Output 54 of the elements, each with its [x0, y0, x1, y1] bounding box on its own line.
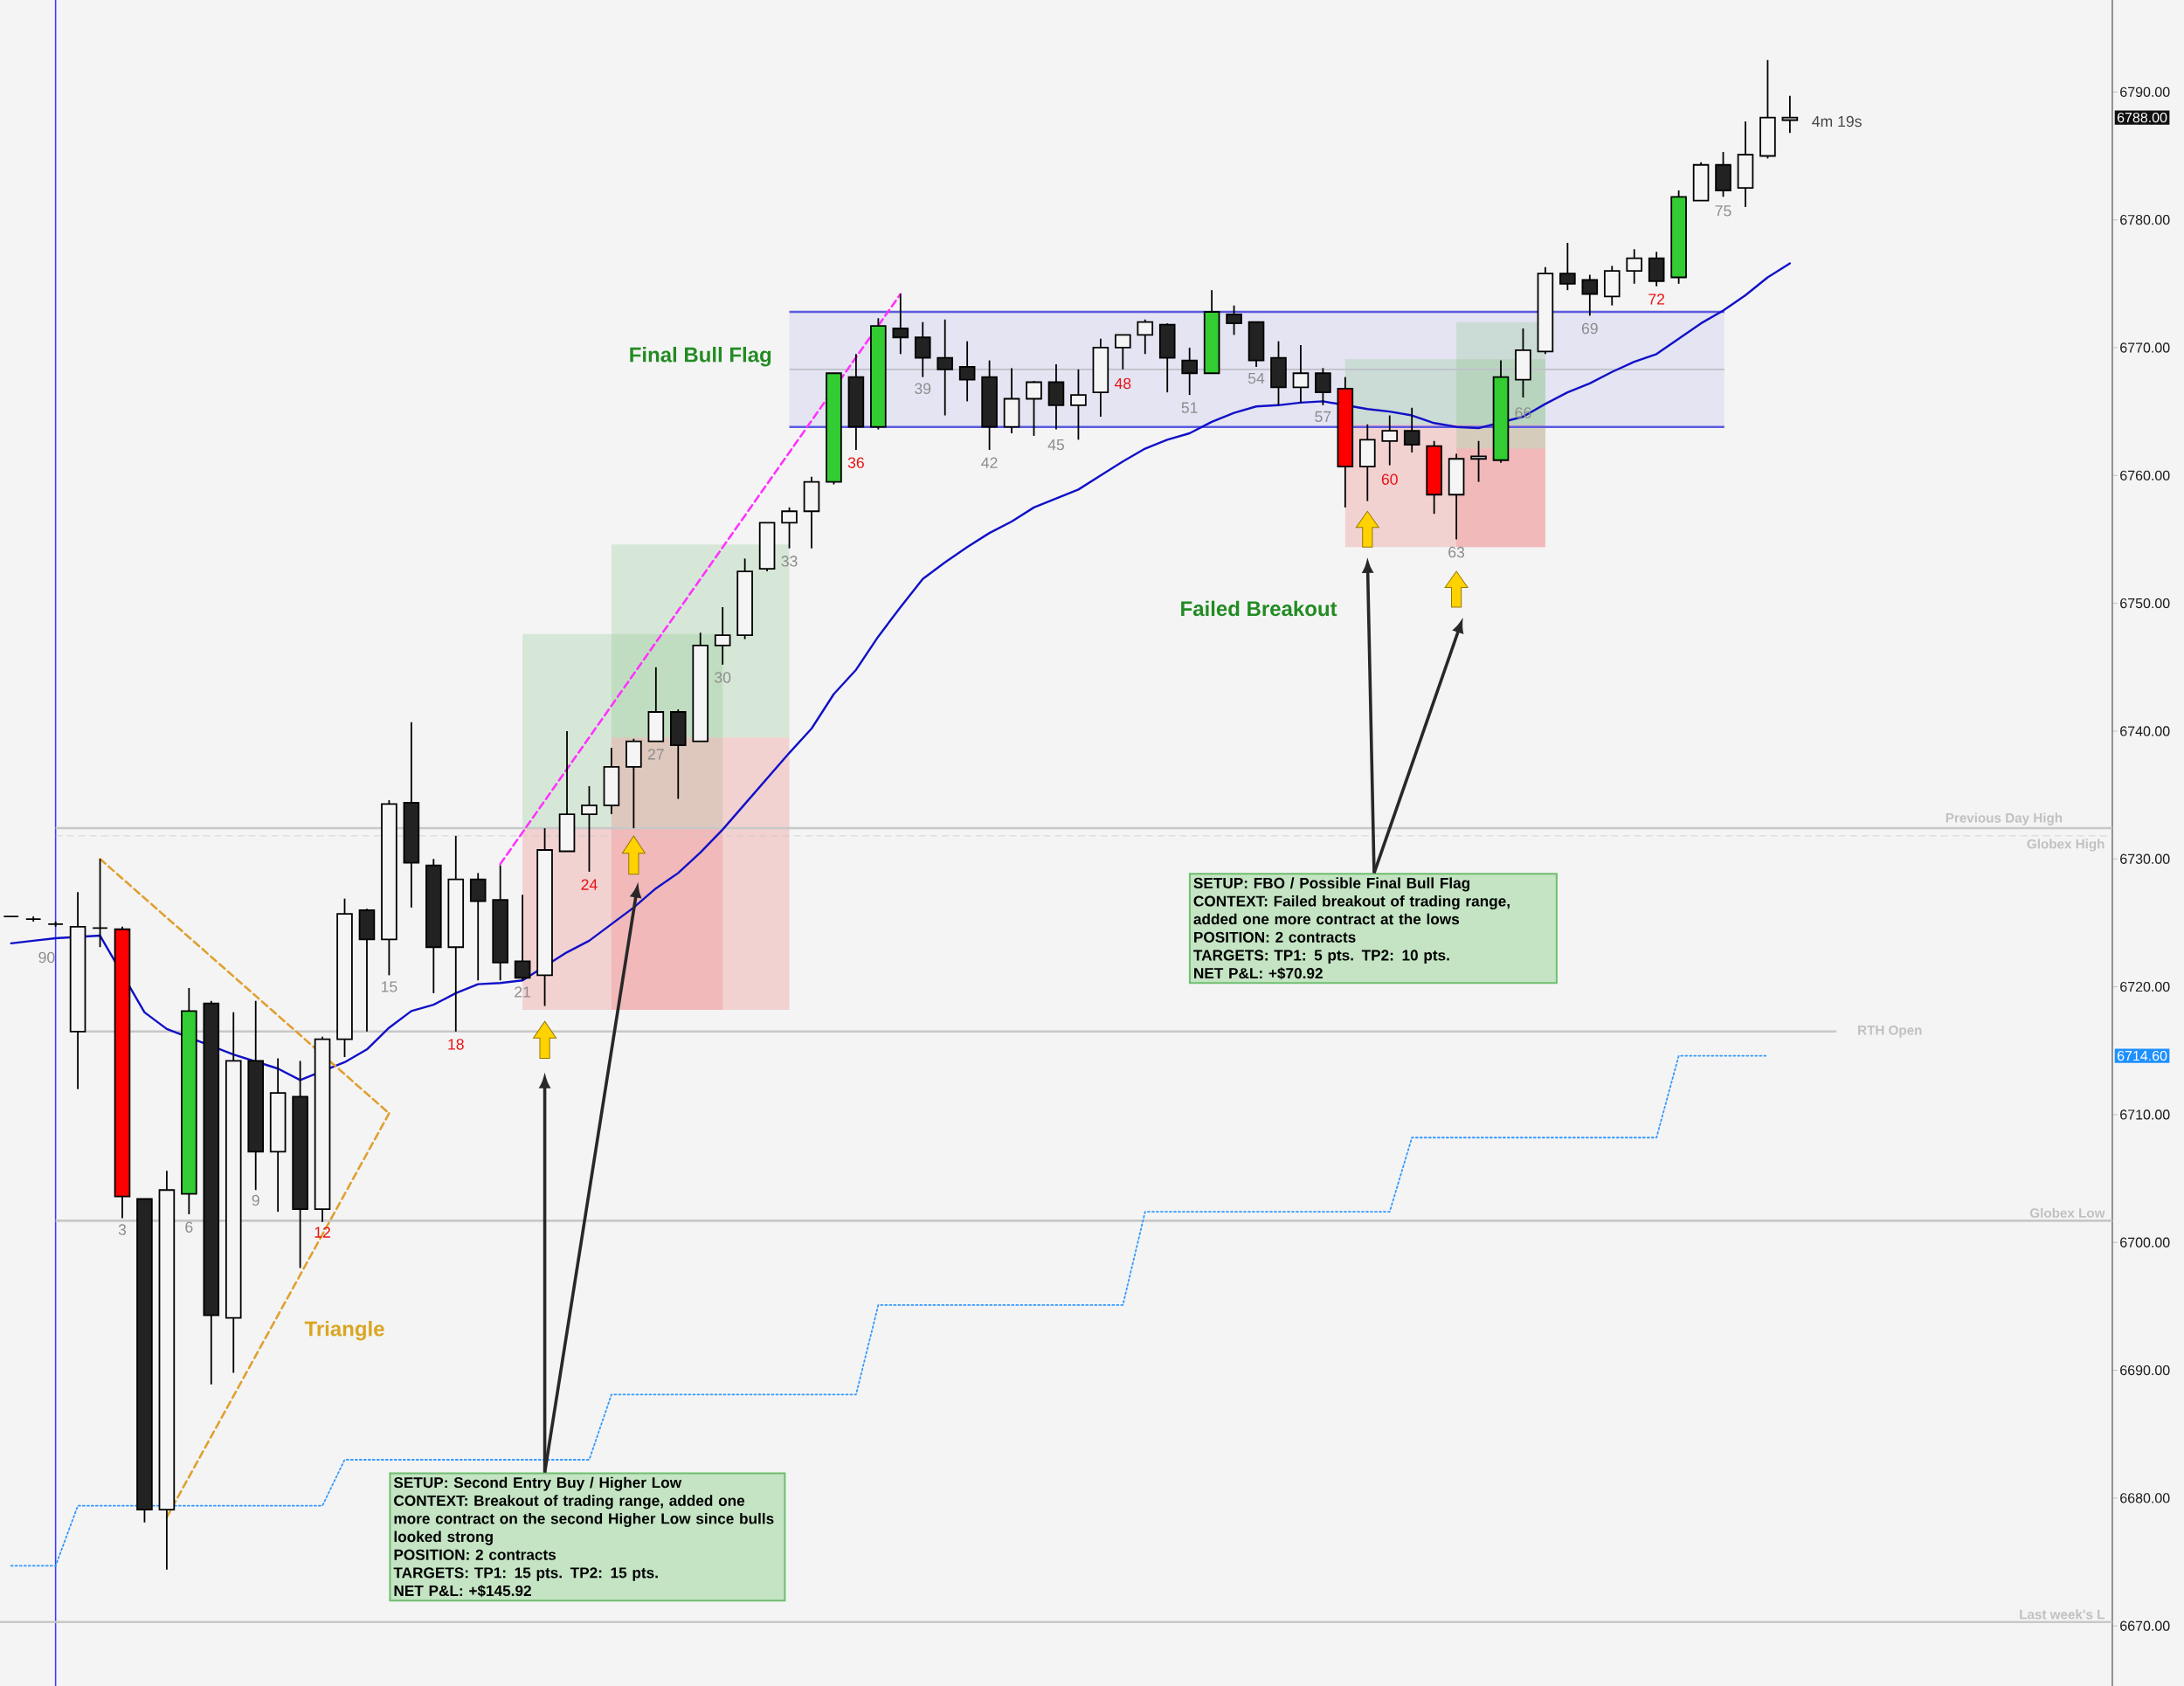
- annotation: 36: [847, 457, 864, 468]
- annotation: 90: [38, 951, 55, 964]
- annotation: 75: [1715, 205, 1731, 217]
- annotation: SETUP: FBO / Possible Final Bull Flag: [1193, 877, 1470, 892]
- y-tick-label: 6780.00: [2120, 214, 2170, 225]
- annotation: 63: [1448, 546, 1465, 558]
- annotation: 18: [448, 1039, 464, 1050]
- y-tick-label: 6770.00: [2120, 342, 2170, 353]
- annotation: 27: [647, 749, 664, 760]
- y-tick-label: 6760.00: [2120, 470, 2170, 480]
- annotation: 72: [1648, 294, 1665, 305]
- annotation: Failed Breakout: [1181, 600, 1337, 617]
- annotation: Final Bull Flag: [630, 346, 771, 367]
- text: 6788.00: [2117, 112, 2167, 123]
- annotation: 51: [1181, 402, 1198, 413]
- annotation: 48: [1114, 377, 1131, 390]
- annotation: 45: [1047, 439, 1064, 451]
- annotation: POSITION: 2 contracts: [1194, 931, 1356, 943]
- y-tick-label: 6750.00: [2120, 598, 2170, 609]
- annotation: 12: [314, 1226, 330, 1238]
- annotation: 30: [715, 672, 731, 683]
- text: 6714.60: [2117, 1050, 2167, 1061]
- y-tick-label: 6730.00: [2120, 853, 2170, 864]
- annotation: 9: [252, 1194, 259, 1206]
- annotation: 69: [1581, 322, 1598, 335]
- annotation: 21: [515, 986, 531, 998]
- y-tick-label: 6740.00: [2120, 726, 2170, 736]
- annotation: CONTEXT: Breakout of trading range, added one more contract on the second Higher Low since bulls looked strong: [394, 1495, 774, 1545]
- annotation: Triangle: [304, 1320, 384, 1341]
- annotation: 15: [381, 981, 397, 992]
- y-tick-label: 6670.00: [2120, 1620, 2170, 1631]
- annotation: SETUP: Second Entry Buy / Higher Low: [393, 1476, 682, 1491]
- y-tick-label: 6680.00: [2120, 1493, 2170, 1503]
- annotation: 57: [1315, 411, 1331, 423]
- annotation: TARGETS: TP1: 15 pts. TP2: 15 pts.: [393, 1567, 658, 1581]
- annotation: 24: [581, 879, 598, 890]
- annotation: 3: [118, 1224, 127, 1235]
- annotation: POSITION: 2 contracts: [394, 1549, 556, 1560]
- annotation: 42: [981, 457, 998, 468]
- y-tick-label: 6690.00: [2120, 1365, 2170, 1376]
- annotation: 6: [185, 1221, 193, 1233]
- annotation: 60: [1381, 473, 1398, 485]
- annotation: TARGETS: TP1: 5 pts. TP2: 10 pts.: [1193, 950, 1449, 964]
- annotation: 33: [781, 556, 798, 567]
- y-tick-label: 6720.00: [2120, 981, 2170, 992]
- y-tick-label: 6790.00: [2120, 86, 2170, 97]
- annotation: 39: [915, 383, 931, 395]
- annotation: NET P&L: +$145.92: [394, 1585, 531, 1598]
- y-tick-label: 6710.00: [2120, 1109, 2170, 1120]
- annotation: 4m 19s: [1812, 115, 1862, 128]
- annotation: CONTEXT: Failed breakout of trading range, added one more contract at the lows: [1193, 895, 1510, 925]
- annotation: NET P&L: +$70.92: [1194, 967, 1323, 980]
- annotation: 54: [1248, 372, 1265, 384]
- y-tick-label: 6700.00: [2120, 1237, 2170, 1247]
